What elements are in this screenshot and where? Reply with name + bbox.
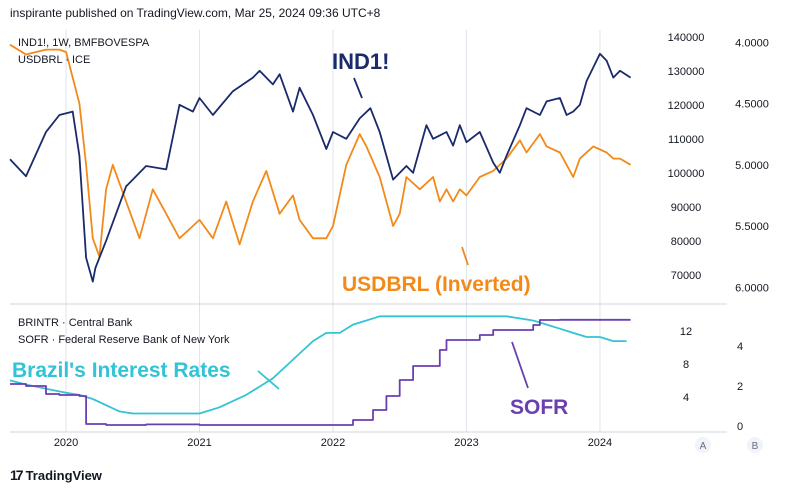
x-tick-2024: 2024 [588, 437, 612, 449]
series-sofr-line [10, 318, 631, 426]
svg-text:A: A [700, 441, 707, 452]
tradingview-logo-text: TradingView [25, 467, 102, 483]
y-tick-usdbrl: 4.0000 [735, 37, 769, 49]
publisher-line: inspirante published on TradingView.com,… [10, 6, 381, 20]
y-tick-ind1: 70000 [671, 270, 702, 282]
y-tick-brintr: 4 [683, 392, 689, 404]
svg-text:B: B [752, 441, 759, 452]
y-tick-sofr: 0 [737, 421, 743, 433]
annotation-sofr: SOFR [510, 396, 568, 419]
x-tick-2022: 2022 [321, 437, 345, 449]
y-tick-usdbrl: 5.0000 [735, 160, 769, 172]
grid-lines [65, 30, 601, 432]
y-tick-usdbrl: 4.5000 [735, 99, 769, 111]
x-tick-2023: 2023 [454, 437, 478, 449]
annotation-usdbrl-arrow [461, 246, 469, 266]
y-tick-brintr: 8 [683, 359, 689, 371]
annotation-sofr-arrow [511, 341, 529, 389]
legend-ind1: IND1!, 1W, BMFBOVESPA [18, 37, 150, 49]
x-tick-2021: 2021 [187, 437, 211, 449]
y-tick-ind1: 110000 [668, 134, 704, 146]
series-brintr-line [9, 315, 627, 415]
tradingview-logo-icon: 17 [10, 467, 24, 483]
annotation-ind1: IND1! [332, 49, 389, 74]
y-tick-ind1: 120000 [668, 100, 705, 112]
legend-brintr: BRINTR · Central Bank [18, 317, 133, 329]
y-tick-ind1: 140000 [668, 32, 705, 44]
y-tick-ind1: 90000 [671, 202, 702, 214]
y-tick-sofr: 4 [737, 341, 743, 353]
y-tick-usdbrl: 5.5000 [735, 221, 769, 233]
y-tick-ind1: 80000 [671, 236, 702, 248]
y-tick-brintr: 12 [680, 326, 692, 338]
y-tick-sofr: 2 [737, 381, 743, 393]
annotation-brintr: Brazil's Interest Rates [12, 359, 231, 382]
legend-sofr: SOFR · Federal Reserve Bank of New York [18, 334, 230, 346]
x-tick-2020: 2020 [54, 437, 78, 449]
y-tick-ind1: 100000 [668, 168, 705, 180]
legend-usdbrl: USDBRL · ICE [18, 54, 90, 66]
annotation-ind1-arrow [353, 77, 363, 99]
y-tick-usdbrl: 6.0000 [735, 282, 769, 294]
annotation-usdbrl: USDBRL (Inverted) [342, 273, 531, 296]
series-ind1-line [9, 52, 632, 283]
scale-button-a[interactable]: A [695, 437, 711, 453]
series-usdbrl-line [9, 43, 632, 258]
y-tick-ind1: 130000 [668, 66, 705, 78]
scale-button-b[interactable]: B [747, 437, 763, 453]
tradingview-logo[interactable]: 17 TradingView [10, 467, 102, 483]
annotation-brintr-arrow [257, 370, 280, 390]
